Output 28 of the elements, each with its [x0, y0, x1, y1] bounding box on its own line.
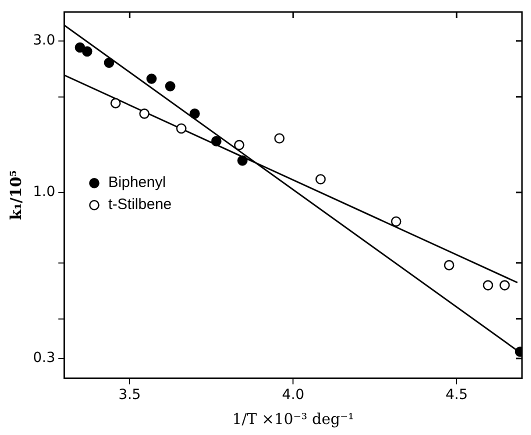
- point: [274, 133, 285, 144]
- y-tick-label: 0.3: [33, 350, 56, 366]
- point: [500, 280, 510, 290]
- point: [482, 280, 494, 290]
- point: [110, 98, 121, 108]
- point: [390, 216, 402, 227]
- point: [237, 155, 248, 166]
- point: [211, 136, 222, 146]
- x-axis-title: 1/T ×10⁻³ deg⁻¹: [232, 410, 354, 428]
- x-tick-label: 3.5: [118, 387, 141, 404]
- point: [190, 108, 200, 119]
- y-tick-label: 1.0: [33, 184, 56, 200]
- point: [82, 46, 92, 57]
- x-tick-label: 4.5: [445, 387, 468, 404]
- point: [104, 58, 114, 68]
- y-axis-title: k₁/10⁵: [6, 170, 25, 220]
- legend-label: t-Stilbene: [108, 196, 172, 214]
- legend-label: Biphenyl: [108, 174, 166, 192]
- point: [234, 140, 244, 150]
- point: [176, 123, 186, 134]
- point: [165, 81, 176, 92]
- point: [146, 74, 157, 84]
- point: [315, 174, 326, 184]
- point: [139, 108, 150, 119]
- point: [444, 260, 454, 270]
- point: [74, 42, 86, 53]
- x-tick-label: 4.0: [282, 387, 304, 404]
- y-tick-label: 3.0: [33, 32, 56, 49]
